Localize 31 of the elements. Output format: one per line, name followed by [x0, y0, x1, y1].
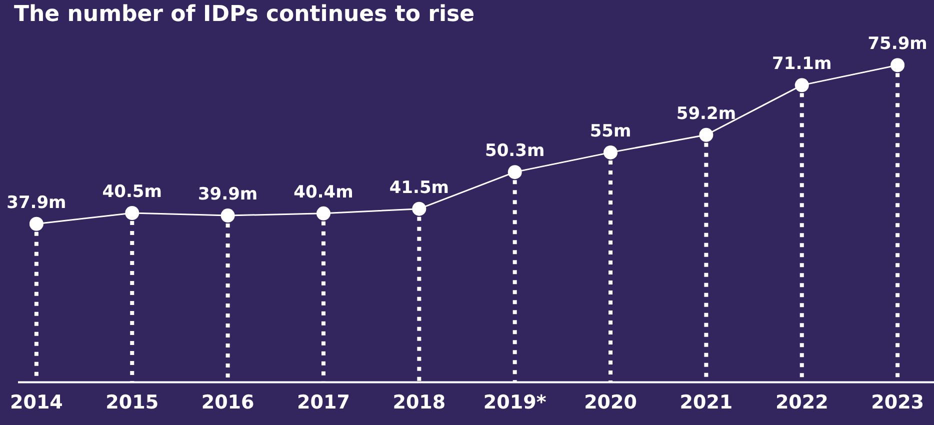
data-label: 50.3m: [485, 140, 545, 161]
point: [890, 58, 905, 72]
x-tick-label: 2022: [775, 392, 828, 414]
point: [412, 202, 426, 216]
x-tick-label: 2014: [10, 392, 63, 414]
point: [794, 78, 809, 92]
point: [316, 206, 330, 220]
x-tick-label: 2019*: [483, 392, 546, 414]
x-tick-label: 2020: [584, 392, 637, 414]
data-label: 41.5m: [389, 178, 450, 198]
x-tick-label: 2015: [106, 392, 159, 414]
point: [604, 145, 618, 160]
x-tick-label: 2023: [871, 392, 924, 414]
data-label: 59.2m: [676, 104, 736, 124]
point: [508, 165, 522, 180]
data-label: 40.5m: [102, 182, 162, 202]
x-tick-label: 2021: [680, 392, 733, 414]
data-label: 71.1m: [772, 54, 832, 74]
data-label: 39.9m: [198, 184, 258, 204]
point: [699, 128, 714, 142]
point: [125, 206, 140, 220]
x-tick-label: 2018: [392, 392, 446, 414]
chart-title: The number of IDPs continues to rise: [13, 1, 476, 29]
data-label: 55m: [590, 121, 632, 142]
data-label: 75.9m: [868, 34, 928, 54]
data-label: 40.4m: [294, 182, 354, 202]
data-label: 37.9m: [6, 192, 66, 213]
point: [220, 208, 235, 223]
x-tick-label: 2017: [297, 392, 350, 414]
x-tick-label: 2016: [201, 392, 254, 414]
point: [29, 216, 44, 231]
